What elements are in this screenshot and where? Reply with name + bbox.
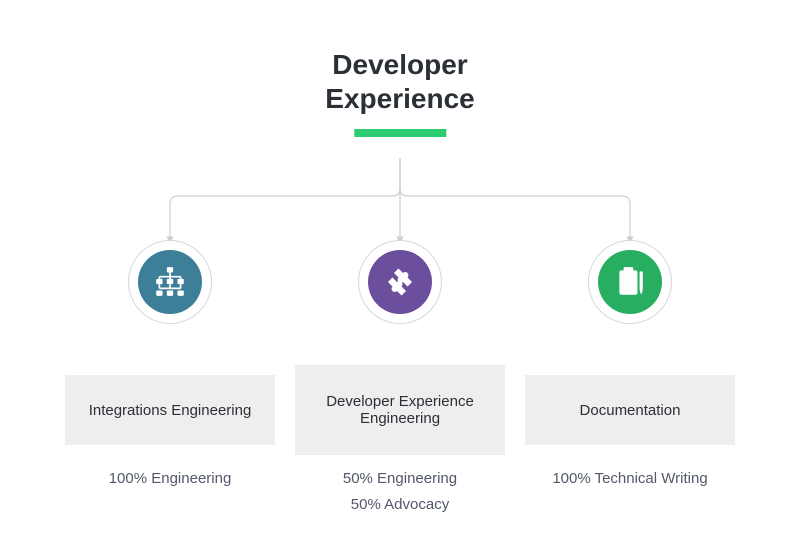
- node-dx-eng: [358, 240, 442, 324]
- title-line-1: Developer: [325, 48, 474, 82]
- label-text: Developer Experience Engineering: [307, 393, 493, 427]
- label-integrations: Integrations Engineering: [65, 375, 275, 445]
- breakdown-integrations: 100% Engineering: [65, 465, 275, 491]
- label-text: Documentation: [580, 402, 681, 419]
- diagram-title: Developer Experience: [325, 48, 474, 137]
- breakdown-documentation: 100% Technical Writing: [525, 465, 735, 491]
- puzzle-icon: [368, 250, 432, 314]
- breakdown-line: 100% Technical Writing: [525, 467, 735, 491]
- network-icon: [138, 250, 202, 314]
- title-accent-bar: [354, 129, 446, 137]
- breakdown-line: 50% Engineering: [295, 467, 505, 491]
- label-text: Integrations Engineering: [89, 402, 252, 419]
- breakdown-line: 100% Engineering: [65, 467, 275, 491]
- label-dx-eng: Developer Experience Engineering: [295, 365, 505, 455]
- breakdown-line: 50% Advocacy: [295, 493, 505, 517]
- title-line-2: Experience: [325, 82, 474, 116]
- breakdown-dx-eng: 50% Engineering50% Advocacy: [295, 465, 505, 517]
- node-documentation: [588, 240, 672, 324]
- clipboard-icon: [598, 250, 662, 314]
- node-integrations: [128, 240, 212, 324]
- label-documentation: Documentation: [525, 375, 735, 445]
